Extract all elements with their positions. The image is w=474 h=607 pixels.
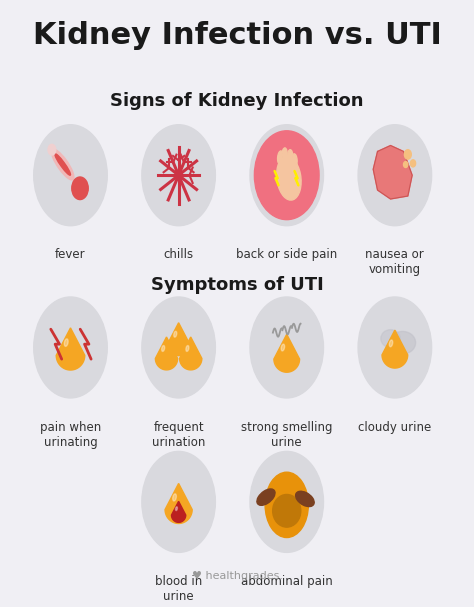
Circle shape [72, 177, 88, 200]
Polygon shape [172, 501, 186, 523]
Text: Symptoms of UTI: Symptoms of UTI [151, 276, 323, 294]
Circle shape [255, 131, 319, 220]
Ellipse shape [174, 331, 177, 337]
Polygon shape [56, 328, 85, 370]
Ellipse shape [265, 472, 309, 538]
Circle shape [250, 452, 323, 552]
Circle shape [358, 297, 432, 398]
Circle shape [410, 160, 416, 167]
Polygon shape [274, 334, 300, 372]
Circle shape [250, 124, 323, 226]
Text: chills: chills [164, 248, 194, 261]
Circle shape [142, 297, 215, 398]
Text: ♥ healthgrades.: ♥ healthgrades. [191, 571, 283, 581]
Ellipse shape [173, 494, 176, 501]
Ellipse shape [52, 149, 74, 180]
Text: Kidney Infection vs. UTI: Kidney Infection vs. UTI [33, 21, 441, 50]
Ellipse shape [175, 507, 177, 510]
Text: cloudy urine: cloudy urine [358, 421, 431, 433]
Polygon shape [382, 330, 408, 368]
Ellipse shape [292, 154, 297, 167]
Text: blood in
urine: blood in urine [155, 575, 202, 603]
Ellipse shape [257, 489, 275, 505]
Circle shape [142, 124, 215, 226]
Circle shape [34, 297, 107, 398]
Ellipse shape [162, 345, 164, 351]
Text: frequent
urination: frequent urination [152, 421, 205, 449]
Text: abdominal pain: abdominal pain [241, 575, 333, 588]
Text: back or side pain: back or side pain [236, 248, 337, 261]
Ellipse shape [389, 340, 393, 347]
Circle shape [404, 150, 411, 159]
Circle shape [250, 297, 323, 398]
Ellipse shape [64, 339, 68, 347]
Circle shape [142, 452, 215, 552]
Ellipse shape [273, 495, 301, 527]
Polygon shape [167, 323, 190, 356]
Circle shape [48, 144, 56, 155]
Text: fever: fever [55, 248, 86, 261]
Circle shape [175, 171, 182, 180]
Ellipse shape [282, 148, 287, 161]
Circle shape [358, 124, 432, 226]
Polygon shape [155, 337, 178, 370]
Ellipse shape [288, 150, 293, 163]
Text: pain when
urinating: pain when urinating [40, 421, 101, 449]
Circle shape [403, 161, 408, 168]
Polygon shape [180, 337, 202, 370]
Ellipse shape [278, 151, 283, 164]
Circle shape [34, 124, 107, 226]
Polygon shape [165, 483, 192, 523]
Text: Signs of Kidney Infection: Signs of Kidney Infection [110, 92, 364, 110]
Text: strong smelling
urine: strong smelling urine [241, 421, 332, 449]
Ellipse shape [277, 156, 301, 200]
Ellipse shape [296, 491, 314, 507]
Ellipse shape [55, 154, 71, 175]
Ellipse shape [390, 331, 416, 354]
Ellipse shape [381, 330, 400, 347]
Ellipse shape [281, 344, 284, 351]
Text: nausea or
vomiting: nausea or vomiting [365, 248, 424, 276]
Polygon shape [373, 146, 412, 199]
Ellipse shape [186, 345, 189, 351]
